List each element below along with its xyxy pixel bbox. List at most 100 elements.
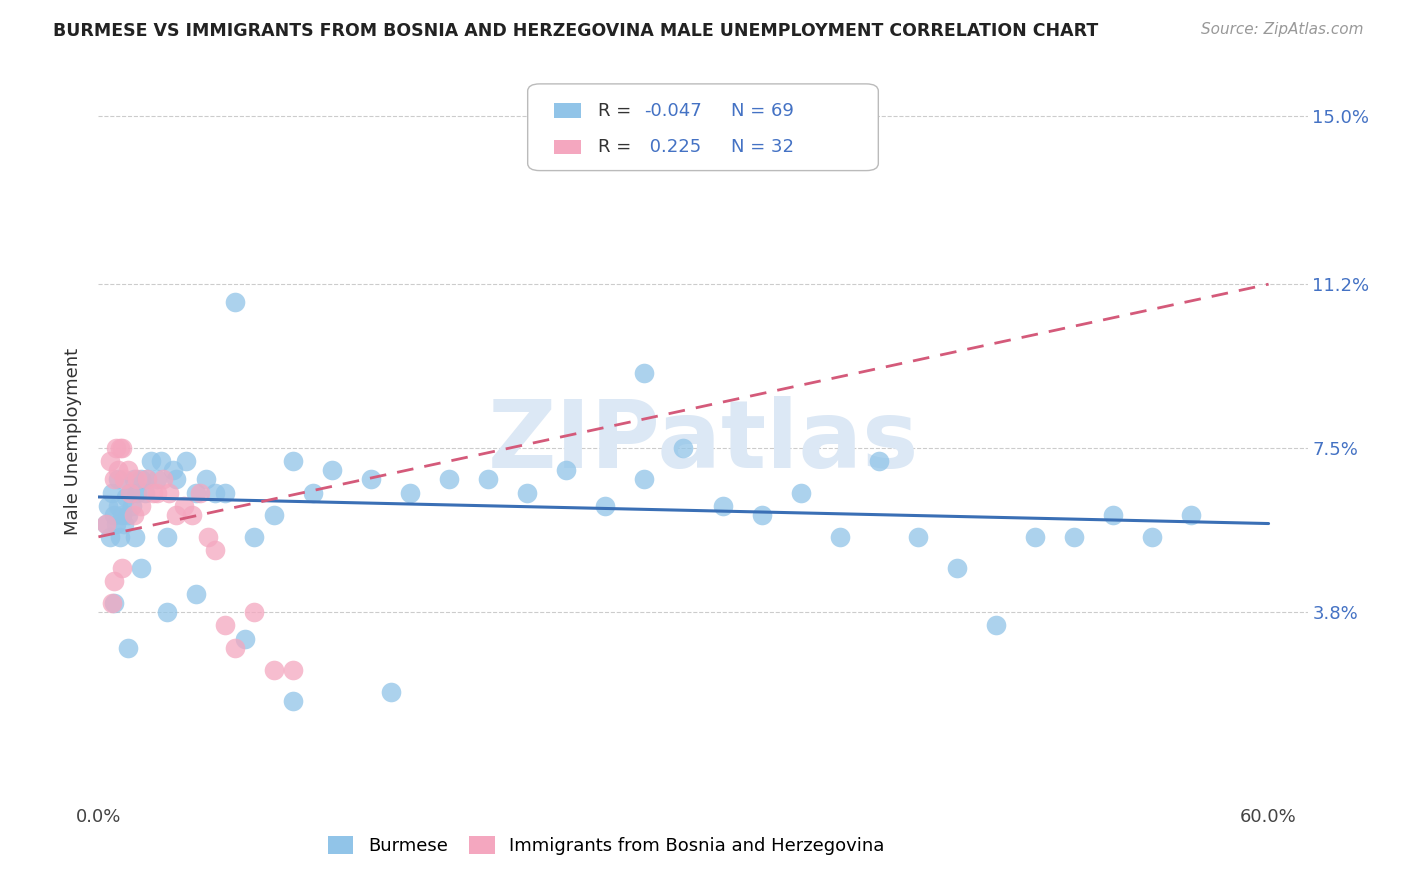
Point <box>114 490 136 504</box>
Point <box>124 530 146 544</box>
Point <box>907 530 929 544</box>
Point <box>122 508 145 522</box>
Text: BURMESE VS IMMIGRANTS FROM BOSNIA AND HERZEGOVINA MALE UNEMPLOYMENT CORRELATION : BURMESE VS IMMIGRANTS FROM BOSNIA AND HE… <box>53 22 1098 40</box>
Point <box>117 640 139 655</box>
Point <box>181 508 204 522</box>
Point <box>243 530 266 544</box>
Point <box>283 694 305 708</box>
Point <box>98 530 121 544</box>
Point <box>828 530 851 544</box>
Point <box>104 441 127 455</box>
Text: R =: R = <box>598 102 637 120</box>
Point <box>96 516 118 531</box>
Point <box>146 472 169 486</box>
Point <box>111 561 134 575</box>
Text: Source: ZipAtlas.com: Source: ZipAtlas.com <box>1201 22 1364 37</box>
Point <box>984 618 1007 632</box>
Point <box>127 485 149 500</box>
Point <box>789 485 811 500</box>
Point <box>283 454 305 468</box>
Point <box>1101 508 1123 522</box>
Point <box>97 499 120 513</box>
Point <box>156 530 179 544</box>
Point <box>98 454 121 468</box>
FancyBboxPatch shape <box>554 103 581 118</box>
Point <box>399 485 422 500</box>
Point <box>118 485 141 500</box>
Point <box>165 508 187 522</box>
Point <box>131 499 153 513</box>
Point <box>127 472 149 486</box>
Text: N = 32: N = 32 <box>731 137 794 156</box>
Point <box>224 640 246 655</box>
Point <box>111 508 134 522</box>
Point <box>224 294 246 309</box>
Point <box>360 472 382 486</box>
Point <box>157 485 180 500</box>
Text: N = 69: N = 69 <box>731 102 793 120</box>
Point <box>104 516 127 531</box>
Text: ZIPatlas: ZIPatlas <box>488 395 918 488</box>
Point <box>122 472 145 486</box>
Point <box>868 454 890 468</box>
Point <box>156 605 179 619</box>
Point <box>107 499 129 513</box>
Point <box>204 485 226 500</box>
Point <box>103 472 125 486</box>
Point <box>111 441 134 455</box>
Point <box>1024 530 1046 544</box>
Point <box>633 472 655 486</box>
Point <box>118 485 141 500</box>
Point <box>165 472 187 486</box>
Point <box>103 596 125 610</box>
Point <box>204 543 226 558</box>
Point <box>188 485 211 500</box>
Point <box>214 618 236 632</box>
Point <box>595 499 617 513</box>
Point <box>184 485 207 500</box>
Point <box>149 454 172 468</box>
Point <box>101 596 124 610</box>
Legend: Burmese, Immigrants from Bosnia and Herzegovina: Burmese, Immigrants from Bosnia and Herz… <box>321 829 891 863</box>
Y-axis label: Male Unemployment: Male Unemployment <box>65 348 83 535</box>
Point <box>1180 508 1202 522</box>
FancyBboxPatch shape <box>527 84 879 170</box>
Point <box>103 574 125 589</box>
Point <box>152 472 174 486</box>
Point <box>302 485 325 500</box>
Point <box>233 632 256 646</box>
Point <box>96 516 118 531</box>
Point <box>131 472 153 486</box>
Point <box>263 663 285 677</box>
Point <box>146 485 169 500</box>
Point <box>136 472 159 486</box>
Point <box>263 508 285 522</box>
Point <box>194 472 217 486</box>
Point <box>751 508 773 522</box>
Point <box>633 366 655 380</box>
Text: R =: R = <box>598 137 637 156</box>
Point <box>283 663 305 677</box>
Point <box>184 587 207 601</box>
Point <box>380 685 402 699</box>
Point <box>672 441 695 455</box>
Point <box>142 485 165 500</box>
Point <box>174 454 197 468</box>
Point <box>197 530 219 544</box>
Point <box>162 463 184 477</box>
Point <box>131 561 153 575</box>
Point <box>555 463 578 477</box>
Point <box>516 485 538 500</box>
Point <box>136 472 159 486</box>
Point <box>711 499 734 513</box>
Text: 0.225: 0.225 <box>644 137 702 156</box>
Point <box>139 454 162 468</box>
Point <box>134 485 156 500</box>
Point <box>1063 530 1085 544</box>
Point <box>112 516 135 531</box>
Point <box>214 485 236 500</box>
Point <box>243 605 266 619</box>
Point <box>103 508 125 522</box>
Point <box>107 472 129 486</box>
Point <box>945 561 967 575</box>
